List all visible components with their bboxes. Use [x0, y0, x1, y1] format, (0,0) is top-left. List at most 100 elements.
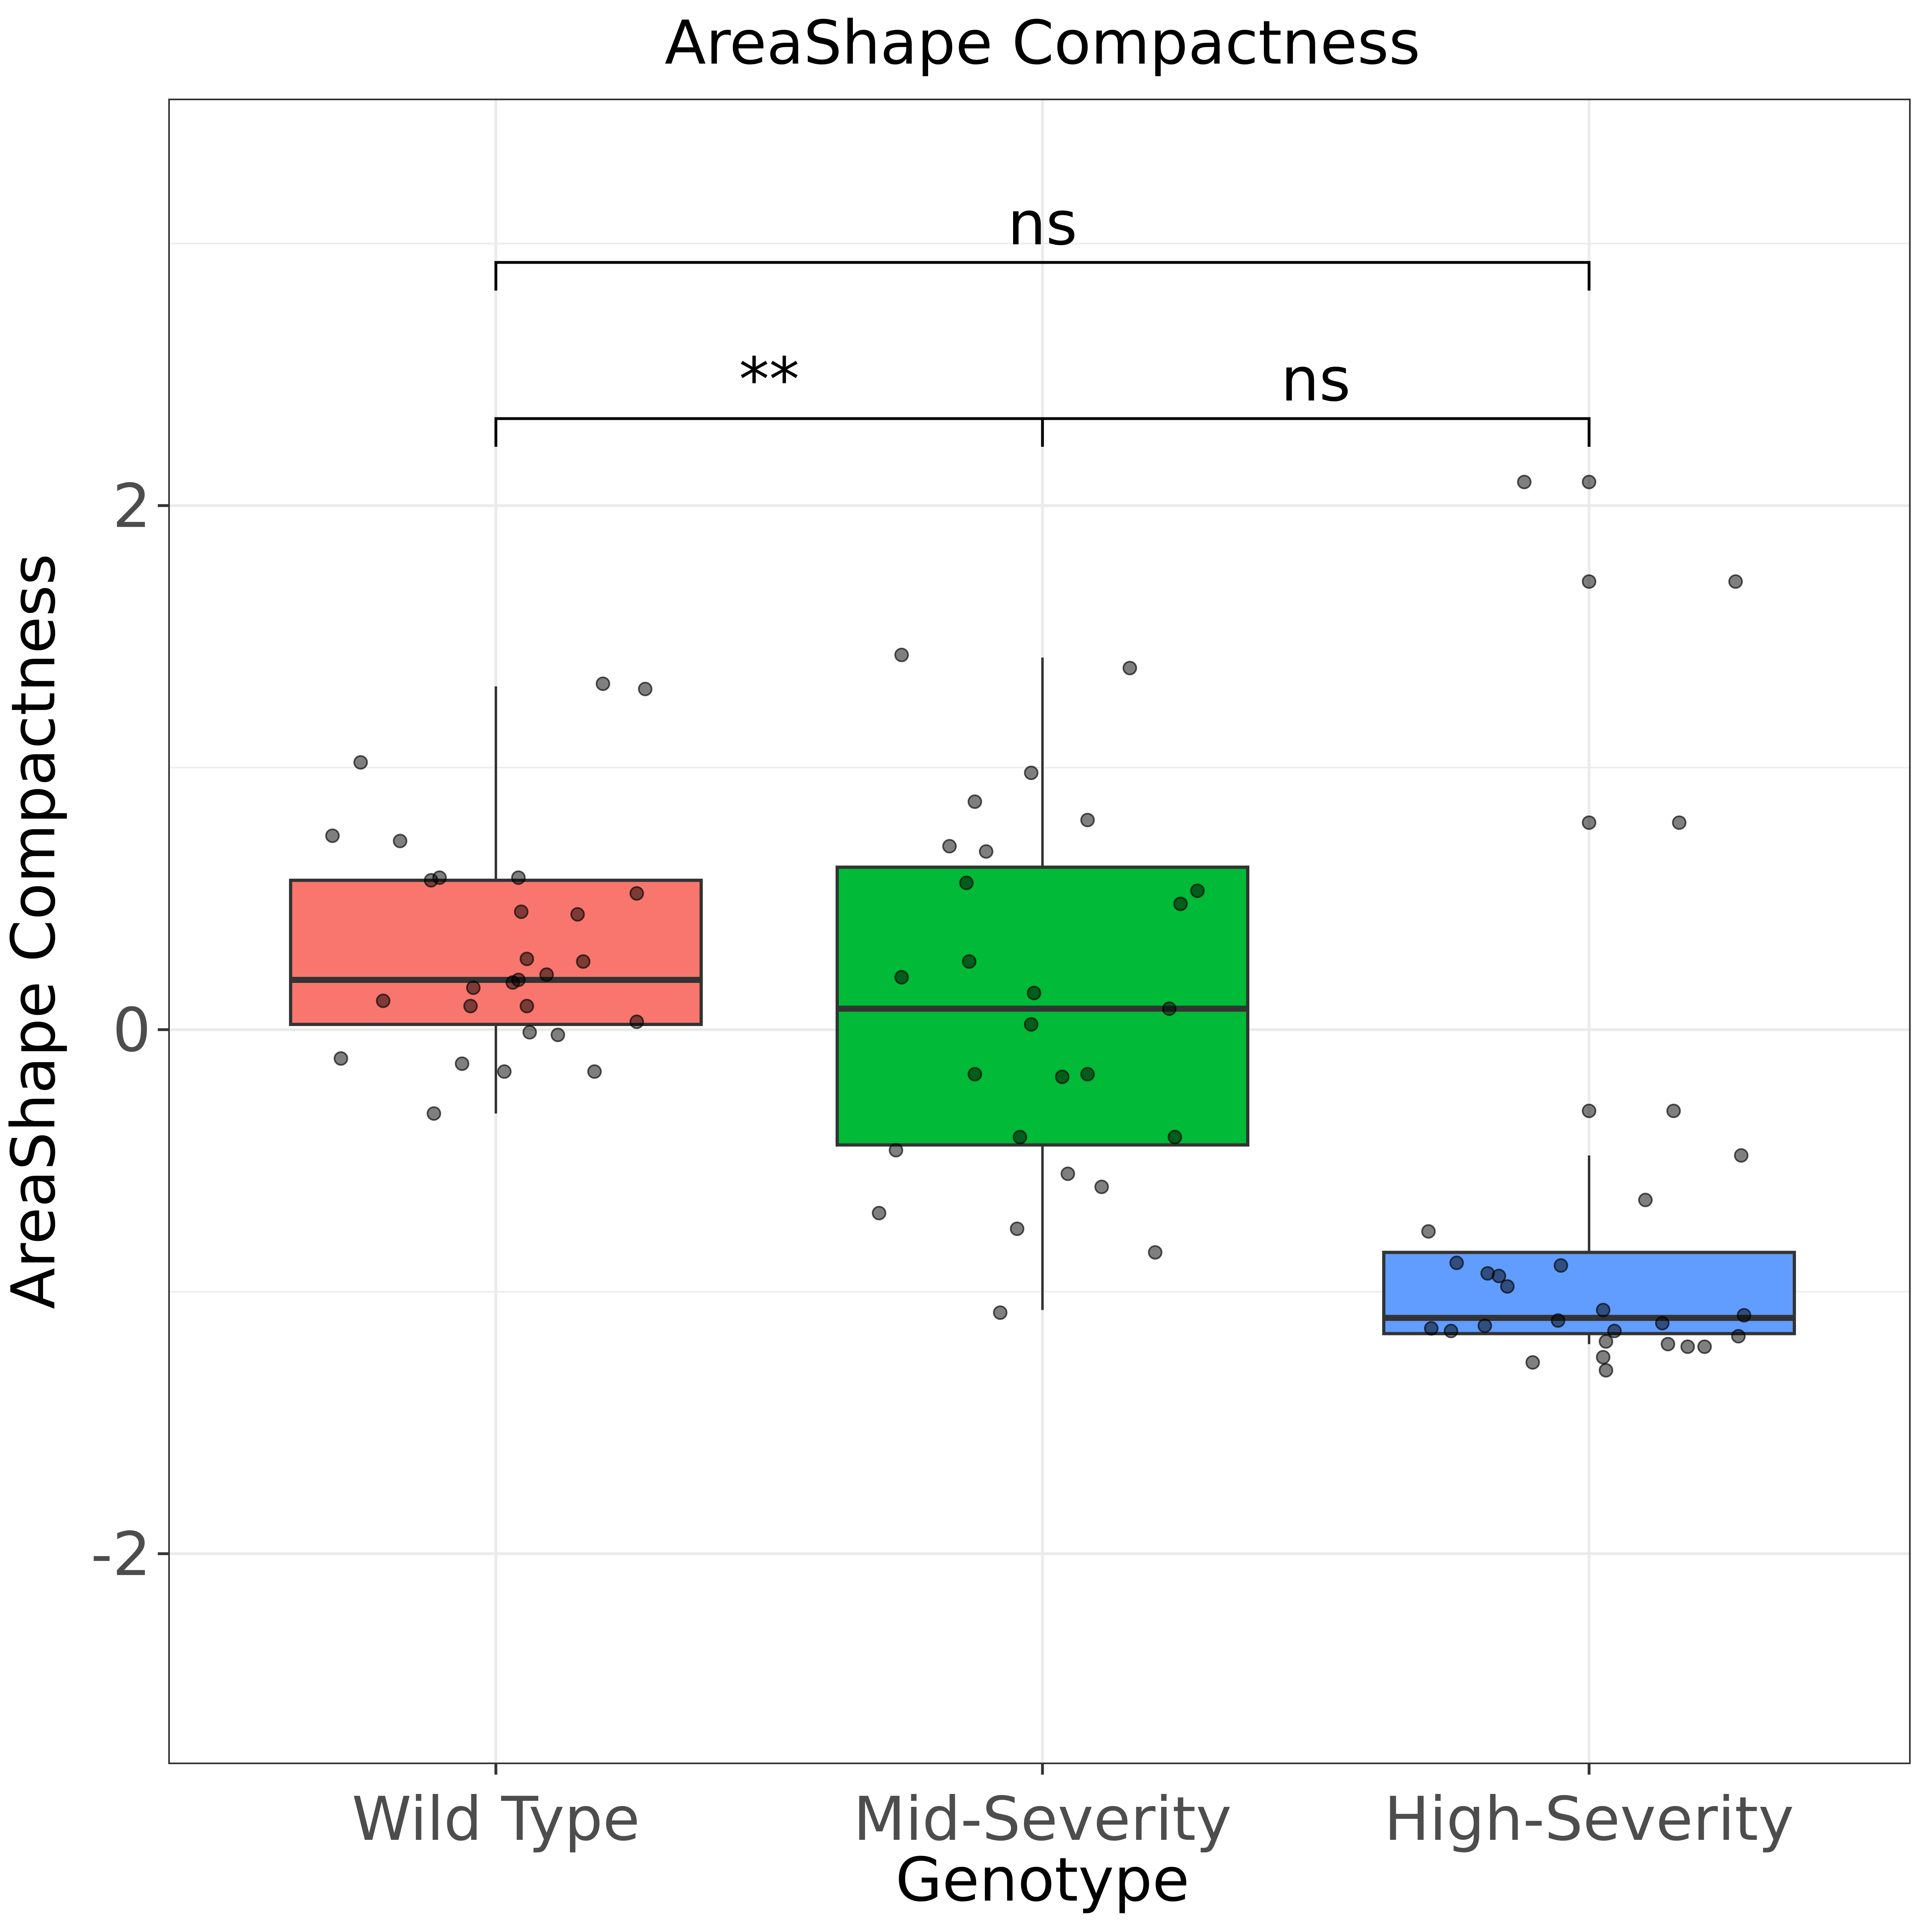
data-point: [1027, 985, 1041, 1000]
data-point: [1080, 813, 1095, 828]
data-point: [962, 954, 976, 969]
data-point: [1013, 1130, 1027, 1145]
x-tick-label: Mid-Severity: [853, 1784, 1232, 1854]
significance-label: **: [739, 345, 799, 415]
data-point: [1734, 1148, 1748, 1163]
data-point: [638, 681, 652, 696]
data-point: [1672, 815, 1686, 830]
data-point: [466, 980, 481, 995]
data-point: [1080, 1067, 1095, 1082]
significance-bracket: [1041, 417, 1591, 447]
data-point: [539, 967, 554, 982]
data-point: [1596, 1350, 1610, 1364]
data-point: [1024, 766, 1038, 780]
jitter-points: [325, 475, 1751, 1378]
data-point: [1517, 475, 1532, 489]
data-point: [514, 904, 528, 919]
data-point: [463, 999, 478, 1013]
data-point: [334, 1051, 348, 1066]
data-point: [551, 1028, 565, 1042]
data-point: [497, 1064, 512, 1079]
data-point: [325, 828, 340, 843]
data-point: [1190, 883, 1205, 898]
data-point: [1162, 1001, 1177, 1016]
data-point: [1525, 1355, 1540, 1370]
panel-border: [168, 99, 1911, 1764]
data-point: [1449, 1255, 1464, 1270]
data-point: [1680, 1339, 1695, 1354]
data-point: [1655, 1316, 1670, 1331]
data-point: [894, 648, 909, 663]
significance-label: ns: [1281, 345, 1350, 415]
x-tick-label: Wild Type: [352, 1784, 640, 1854]
data-point: [1168, 1130, 1182, 1145]
data-point: [1661, 1337, 1675, 1352]
data-point: [1024, 1017, 1038, 1032]
data-point: [1731, 1329, 1746, 1344]
data-point: [432, 870, 447, 885]
data-point: [511, 972, 526, 987]
data-point: [1444, 1323, 1458, 1338]
data-point: [1737, 1308, 1751, 1323]
data-point: [1582, 475, 1596, 489]
data-point: [630, 886, 644, 901]
chart-title: AreaShape Compactness: [665, 8, 1420, 78]
data-point: [1638, 1193, 1653, 1208]
data-point: [959, 875, 974, 890]
data-point: [1551, 1313, 1565, 1328]
data-point: [1599, 1334, 1613, 1349]
data-point: [968, 1067, 982, 1082]
data-point: [894, 970, 909, 985]
data-point: [511, 870, 526, 885]
data-point: [993, 1305, 1007, 1320]
data-point: [522, 1025, 537, 1040]
data-point: [1607, 1323, 1622, 1338]
data-point: [393, 834, 407, 848]
data-point: [587, 1064, 602, 1079]
data-point: [1061, 1166, 1075, 1181]
data-point: [1055, 1069, 1069, 1084]
data-point: [1094, 1179, 1109, 1194]
data-point: [1421, 1224, 1436, 1239]
x-axis-title: Genotype: [896, 1845, 1189, 1915]
data-point: [942, 839, 957, 854]
data-point: [1697, 1339, 1712, 1354]
data-point: [1148, 1245, 1162, 1260]
data-point: [1728, 574, 1743, 589]
data-point: [1123, 661, 1137, 675]
y-axis-title: AreaShape Compactness: [0, 553, 69, 1309]
data-point: [1582, 574, 1596, 589]
data-point: [1500, 1279, 1515, 1294]
significance-bracket: [494, 261, 1591, 291]
data-point: [576, 954, 590, 969]
data-point: [520, 952, 534, 966]
data-point: [353, 755, 368, 770]
data-point: [1173, 896, 1188, 911]
data-point: [1492, 1269, 1506, 1284]
data-point: [1554, 1258, 1568, 1273]
data-point: [376, 993, 390, 1008]
data-point: [968, 794, 982, 809]
y-tick-label: 2: [113, 471, 151, 541]
data-point: [872, 1205, 886, 1220]
data-point: [1582, 815, 1596, 830]
data-point: [1424, 1321, 1439, 1336]
box-high-severity: [1382, 1251, 1796, 1335]
data-point: [1478, 1318, 1492, 1333]
data-point: [1596, 1302, 1610, 1317]
data-point: [630, 1014, 644, 1029]
significance-brackets: ** ns ns: [494, 189, 1591, 447]
data-point: [889, 1143, 903, 1158]
data-point: [1599, 1363, 1613, 1378]
data-point: [1010, 1221, 1024, 1236]
data-point: [427, 1106, 441, 1121]
data-point: [520, 999, 534, 1013]
grid: [169, 99, 1910, 1763]
x-tick-label: High-Severity: [1384, 1784, 1794, 1854]
y-tick-label: -2: [91, 1519, 151, 1589]
box-wild-type: [289, 879, 703, 1026]
y-tick-label: 0: [113, 995, 151, 1065]
data-point: [979, 844, 993, 859]
axis-ticks: -2 0 2 Wild Type Mid-Severity High-Severity: [91, 471, 1794, 1854]
